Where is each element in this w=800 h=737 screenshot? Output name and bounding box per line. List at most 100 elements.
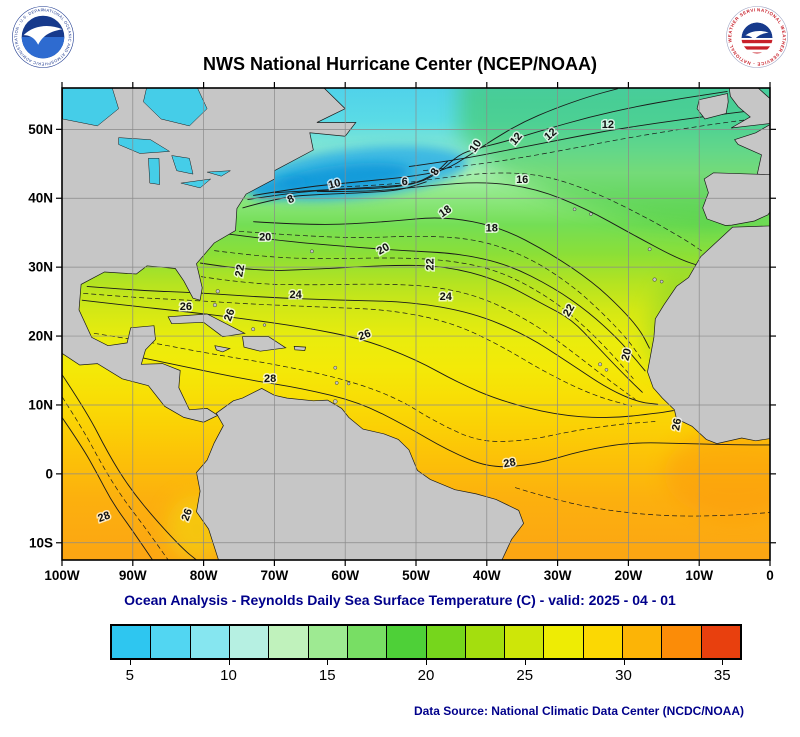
contour-label: 24 xyxy=(290,289,303,301)
lon-tick-label: 30W xyxy=(544,568,572,583)
colorbar-tick-label: 5 xyxy=(125,667,134,684)
isotherm-22c xyxy=(200,262,643,393)
isotherm-27c xyxy=(514,487,770,517)
lat-tick-label: 50N xyxy=(28,122,53,137)
contour-label: 26 xyxy=(670,417,684,431)
island xyxy=(347,382,351,386)
isotherm-28c xyxy=(62,417,153,560)
island xyxy=(333,399,338,404)
lon-tick-label: 50W xyxy=(402,568,430,583)
contour-label: 26 xyxy=(180,507,195,523)
colorbar-tick-label: 15 xyxy=(318,667,336,684)
lat-tick-label: 0 xyxy=(45,466,53,481)
colorbar-segment-14-16c xyxy=(307,626,347,658)
lon-tick-label: 40W xyxy=(473,568,501,583)
lon-tick-label: 100W xyxy=(44,568,80,583)
axis-ticks xyxy=(56,82,776,566)
colorbar-segment-30-32c xyxy=(622,626,662,658)
isotherm-13c xyxy=(423,116,770,172)
contour-label: 18 xyxy=(486,222,498,234)
isotherm-16c xyxy=(316,182,704,268)
contour-label: 28 xyxy=(503,456,517,470)
colorbar-tick-label: 25 xyxy=(516,667,534,684)
noaa-gull-icon xyxy=(23,25,63,45)
isotherm-26c xyxy=(81,299,674,418)
nws-emblem xyxy=(741,22,773,54)
colorbar-segment-22-24c xyxy=(464,626,505,658)
colorbar xyxy=(110,624,742,660)
isotherm-14c xyxy=(330,172,704,253)
island xyxy=(604,368,609,372)
colorbar-labels: 5 10 15 20 25 30 35 xyxy=(110,667,742,687)
contour-label: 20 xyxy=(620,347,635,362)
lon-tick-label: 0 xyxy=(766,568,774,583)
island xyxy=(215,289,220,294)
lon-tick-label: 10W xyxy=(685,568,713,583)
lon-tick-label: 20W xyxy=(615,568,643,583)
colorbar-tick-label: 30 xyxy=(615,667,632,684)
contour-label: 24 xyxy=(440,291,453,303)
colorbar-segment-28-30c xyxy=(582,626,623,658)
colorbar-segment-34-36c xyxy=(700,626,740,658)
isotherm-27c xyxy=(93,332,656,442)
colorbar-segment-12-14c xyxy=(268,626,308,658)
colorbar-tick-label: 35 xyxy=(713,667,731,684)
page-title: NWS National Hurricane Center (NCEP/NOAA… xyxy=(202,54,598,74)
lon-tick-label: 60W xyxy=(331,568,359,583)
nws-logo: NATIONAL WEATHER SERVICE - NATIONAL WEAT… xyxy=(726,6,788,68)
colorbar-tick xyxy=(426,660,427,665)
isotherm-12c xyxy=(408,108,770,168)
colorbar-tick xyxy=(524,660,526,665)
lon-tick-label: 80W xyxy=(190,568,218,583)
isotherm-21c xyxy=(214,250,634,380)
isotherm-27c xyxy=(62,396,169,560)
isotherm-10c xyxy=(247,90,728,201)
isotherm-18c xyxy=(253,217,651,349)
noaa-emblem-sea xyxy=(21,37,65,59)
contour-label: 28 xyxy=(264,373,276,385)
contour-label: 26 xyxy=(357,328,373,343)
colorbar-segment-24-26c xyxy=(504,626,544,658)
colorbar-tick xyxy=(129,660,131,665)
colorbar-tick-label: 10 xyxy=(220,667,237,684)
island xyxy=(310,249,314,254)
colorbar-tick xyxy=(327,660,329,665)
isotherm-26c xyxy=(62,374,197,560)
island xyxy=(589,212,593,216)
contour-label: 26 xyxy=(180,301,192,313)
colorbar-segment-6-8c xyxy=(150,626,190,658)
lat-tick-label: 30N xyxy=(28,260,53,275)
data-source-note: Data Source: National Climatic Data Cent… xyxy=(413,704,744,718)
colorbar-segment-20-22c xyxy=(425,626,465,658)
island xyxy=(262,323,267,327)
gridlines xyxy=(62,88,770,560)
map-caption: Ocean Analysis - Reynolds Daily Sea Surf… xyxy=(124,592,676,608)
axis-labels: 50N 40N 30N 20N 10N 0 10S 100W 90W 80W 70W 60W 50W 40… xyxy=(28,122,774,583)
colorbar-segment-26-28c xyxy=(543,626,583,658)
nws-gull-icon xyxy=(745,31,769,41)
lat-tick-label: 40N xyxy=(28,191,53,206)
isotherm-25c xyxy=(83,292,632,407)
lon-tick-label: 70W xyxy=(261,568,289,583)
contour-label: 26 xyxy=(222,307,237,323)
colorbar-tick xyxy=(623,660,625,665)
island xyxy=(251,327,256,332)
island xyxy=(659,279,664,284)
colorbar-tick-label: 20 xyxy=(417,667,435,684)
island xyxy=(598,362,602,367)
contour-label: 28 xyxy=(96,509,112,524)
isotherm-19c xyxy=(238,230,643,362)
colorbar-tick xyxy=(228,660,230,665)
contour-label: 6 xyxy=(402,176,408,188)
colorbar-segment-4-6c xyxy=(112,626,151,658)
colorbar-ticks xyxy=(110,660,742,666)
lat-tick-label: 10S xyxy=(29,535,53,550)
lat-tick-label: 10N xyxy=(28,397,53,412)
isotherm-6c xyxy=(274,160,449,194)
island xyxy=(572,207,577,211)
contour-label: 20 xyxy=(259,231,271,243)
